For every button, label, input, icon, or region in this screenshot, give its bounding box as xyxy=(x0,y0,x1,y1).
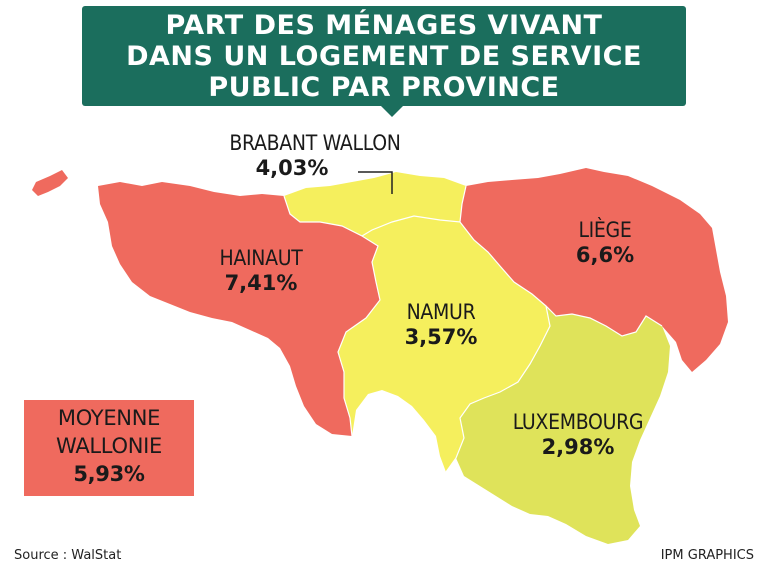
hainaut-value: 7,41% xyxy=(224,271,298,295)
hainaut-enclave-region xyxy=(32,170,68,196)
label-namur: NAMUR 3,57% xyxy=(376,300,506,350)
label-luxembourg: LUXEMBOURG 2,98% xyxy=(488,410,668,460)
namur-value: 3,57% xyxy=(404,325,478,349)
label-hainaut: HAINAUT 7,41% xyxy=(186,246,336,296)
brabant-wallon-name: BRABANT WALLON xyxy=(229,131,401,155)
namur-name: NAMUR xyxy=(406,300,476,324)
average-label: MOYENNE WALLONIE 5,93% xyxy=(24,404,194,488)
label-liege: LIÈGE 6,6% xyxy=(540,218,670,268)
brabant-wallon-leader-line xyxy=(358,171,393,194)
luxembourg-region xyxy=(456,306,670,544)
label-brabant-wallon: BRABANT WALLON 4,03% xyxy=(200,131,430,181)
map-title: PART DES MÉNAGES VIVANT DANS UN LOGEMENT… xyxy=(82,10,686,103)
title-line-3: PUBLIC PAR PROVINCE xyxy=(208,72,560,103)
liege-region xyxy=(460,168,728,372)
title-banner xyxy=(82,6,686,106)
namur-region xyxy=(338,216,550,472)
credit-note: IPM GRAPHICS xyxy=(660,548,754,563)
hainaut-name: HAINAUT xyxy=(219,246,303,270)
average-value: 5,93% xyxy=(73,462,145,486)
province-borders xyxy=(283,185,663,473)
source-note: Source : WalStat xyxy=(14,548,122,563)
title-banner-pointer xyxy=(380,105,404,117)
title-line-2: DANS UN LOGEMENT DE SERVICE xyxy=(126,41,642,72)
luxembourg-name: LUXEMBOURG xyxy=(512,410,644,434)
luxembourg-value: 2,98% xyxy=(541,435,615,459)
average-line-2: WALLONIE xyxy=(56,434,162,458)
hainaut-region xyxy=(98,182,380,436)
title-line-1: PART DES MÉNAGES VIVANT xyxy=(165,10,603,41)
brabant-wallon-region xyxy=(284,172,466,236)
liege-name: LIÈGE xyxy=(578,218,632,242)
average-box xyxy=(24,400,194,496)
liege-value: 6,6% xyxy=(575,243,635,267)
brabant-wallon-value: 4,03% xyxy=(255,156,329,180)
average-line-1: MOYENNE xyxy=(57,406,161,430)
